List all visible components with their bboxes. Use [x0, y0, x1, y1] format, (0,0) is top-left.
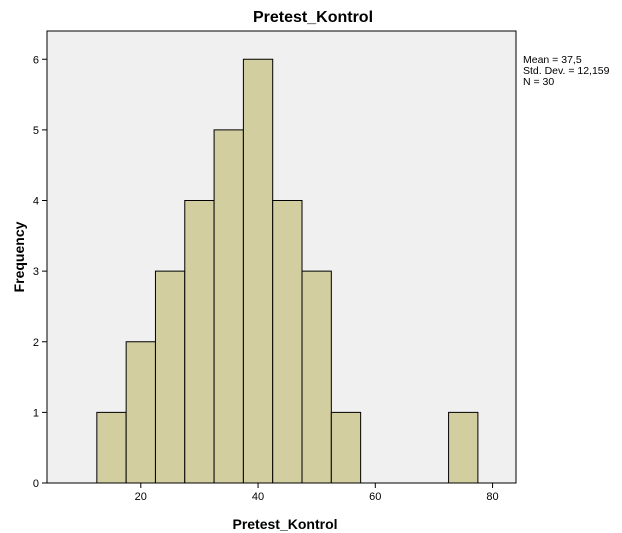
y-tick-label: 1 [33, 407, 39, 419]
y-tick-label: 3 [33, 266, 39, 278]
histogram-bar [330, 411, 362, 484]
x-axis-ticks: 20 40 60 80 [135, 483, 499, 503]
y-tick-label: 2 [33, 337, 39, 349]
x-tick-label: 40 [252, 491, 264, 503]
stats-line: Mean = 37,5 [523, 54, 582, 66]
y-tick-label: 0 [33, 478, 39, 490]
histogram-bar [242, 58, 274, 484]
x-tick-label: 60 [369, 491, 381, 503]
stats-line: N = 30 [523, 76, 554, 88]
bars [96, 58, 479, 484]
histogram-bar [272, 200, 303, 484]
y-tick-label: 4 [33, 196, 39, 208]
x-axis-label: Pretest_Kontrol [232, 516, 337, 532]
histogram-bar [301, 270, 332, 484]
y-axis-ticks: 0 1 2 3 4 5 6 [33, 54, 47, 490]
histogram-bar [96, 411, 127, 484]
histogram-bar [184, 200, 215, 484]
histogram-bar [448, 411, 479, 484]
histogram-bar [125, 341, 156, 484]
x-tick-label: 20 [135, 491, 147, 503]
y-axis-label: Frequency [11, 221, 27, 292]
stats-line: Std. Dev. = 12,159 [523, 65, 610, 77]
x-tick-label: 80 [486, 491, 498, 503]
histogram-bar [154, 270, 186, 484]
histogram-bar [213, 129, 244, 484]
chart-title: Pretest_Kontrol [253, 9, 373, 26]
y-tick-label: 6 [33, 54, 39, 66]
y-tick-label: 5 [33, 125, 39, 137]
